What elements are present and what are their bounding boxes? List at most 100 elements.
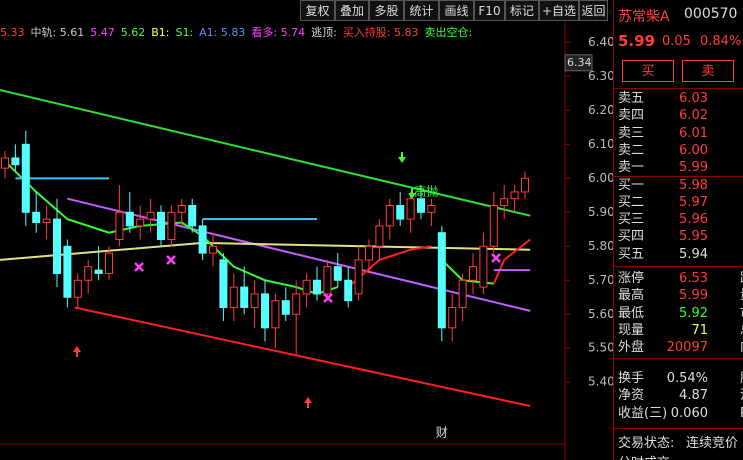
candle-body xyxy=(53,218,61,274)
y-tick-label: 5.50 xyxy=(588,341,613,355)
stats-row: 收益(三)0.060 P xyxy=(618,405,743,422)
overlay-line xyxy=(74,306,531,407)
row-label: 买二 xyxy=(618,194,645,210)
toolbar-button[interactable]: F10 xyxy=(474,0,505,21)
tab[interactable]: 分时成交 xyxy=(618,452,670,460)
price-marker-label: 6.34 xyxy=(567,56,592,69)
indicator-value: 看多: 5.74 xyxy=(251,26,306,39)
row-value: 0.060 xyxy=(670,405,708,421)
candle-body xyxy=(229,286,238,308)
row-value: 5.99 xyxy=(679,160,708,176)
toolbar-button[interactable]: 画线 xyxy=(439,0,474,21)
candle-body xyxy=(219,259,228,308)
candle-body xyxy=(42,218,51,224)
toolbar-button[interactable]: 统计 xyxy=(404,0,439,21)
stock-name: 苏常柴A xyxy=(618,9,670,25)
buy-button[interactable]: 买 xyxy=(622,60,674,82)
row-label: 收益(三) xyxy=(618,405,668,421)
divider xyxy=(614,428,743,429)
indicator-value: 卖出空仓: xyxy=(424,26,473,39)
candle-body xyxy=(385,205,394,227)
candle-body xyxy=(167,211,176,240)
row-label: 卖二 xyxy=(618,142,645,158)
toolbar-button[interactable]: 返回 xyxy=(579,0,608,21)
candle-body xyxy=(240,286,249,308)
row-unit: 总 xyxy=(740,322,743,339)
overlay-line xyxy=(347,238,531,288)
toolbar-button[interactable]: 多股 xyxy=(369,0,404,21)
row-label: 外盘 xyxy=(618,340,645,356)
stats-row: 涨停 6.53 跌 xyxy=(618,270,743,287)
row-value: 20097 xyxy=(666,340,708,356)
order-book-row: 卖四 6.02 xyxy=(618,107,743,124)
candle-body xyxy=(406,198,415,220)
row-value: 4.87 xyxy=(679,388,708,404)
sell-button[interactable]: 卖 xyxy=(682,60,734,82)
overlay-line xyxy=(0,88,531,217)
candle-body xyxy=(427,205,436,213)
signal-cross xyxy=(134,262,144,272)
signal-cross xyxy=(491,253,501,263)
buy-arrow xyxy=(73,346,81,357)
candle-body xyxy=(94,269,103,274)
candle-body xyxy=(344,279,353,302)
indicator-value: S1: xyxy=(175,26,194,39)
row-value: 5.94 xyxy=(679,246,708,262)
candle-body xyxy=(63,245,72,298)
row-value: 5.99 xyxy=(679,288,708,304)
overlay-line xyxy=(0,241,531,261)
candle-body xyxy=(32,211,41,224)
order-book-row: 买五 5.94 xyxy=(618,246,743,263)
order-book-row: 买一 5.98 xyxy=(618,177,743,194)
candle-body xyxy=(250,293,259,308)
row-label: 卖四 xyxy=(618,108,645,124)
row-value: 0.54% xyxy=(666,371,708,386)
stats-row: 最低 5.92 市 xyxy=(618,305,743,322)
stats-row: 外盘 20097 内 xyxy=(618,339,743,356)
divider xyxy=(614,175,743,177)
candle-body xyxy=(188,205,197,227)
row-value: 6.03 xyxy=(679,91,708,106)
candle-body xyxy=(157,211,165,240)
row-label: 卖三 xyxy=(618,125,645,141)
y-tick-label: 6.40 xyxy=(588,35,613,49)
indicator-value: B1: xyxy=(151,26,170,39)
candle-body xyxy=(354,259,363,295)
divider xyxy=(614,88,743,89)
toolbar-button[interactable]: 叠加 xyxy=(335,0,369,21)
candle-body xyxy=(209,245,217,254)
price-marker-box xyxy=(564,54,593,72)
order-book-row: 卖一 5.99 xyxy=(618,159,743,176)
annotation: 财 xyxy=(436,426,448,440)
candle-body xyxy=(21,143,30,213)
row-value: 6.02 xyxy=(679,108,708,124)
row-value: 5.92 xyxy=(679,305,708,321)
candle-body xyxy=(365,245,373,261)
row-label: 买一 xyxy=(618,177,645,193)
signal-cross xyxy=(166,255,176,265)
row-label: 买四 xyxy=(618,229,645,245)
candle-body xyxy=(500,198,509,207)
candle-body xyxy=(136,218,145,227)
toolbar-button[interactable]: 复权 xyxy=(300,0,335,21)
y-tick-label: 6.20 xyxy=(588,103,613,117)
indicator-value: 5.47 xyxy=(90,26,115,39)
toolbar-button[interactable]: 标记 xyxy=(505,0,539,21)
toolbar-button[interactable]: +自选 xyxy=(539,0,579,21)
divider xyxy=(614,266,743,267)
candle-body xyxy=(510,191,519,200)
price-change-pct: 0.84% xyxy=(700,34,742,49)
candle-body xyxy=(448,306,457,329)
order-book-row: 买三 5.96 xyxy=(618,211,743,228)
sell-arrow xyxy=(398,152,406,163)
row-label: 涨停 xyxy=(618,271,645,286)
y-tick-label: 6.00 xyxy=(588,171,613,185)
row-label: 卖一 xyxy=(618,160,645,176)
candle-body xyxy=(458,279,467,308)
row-label: 卖五 xyxy=(618,91,645,106)
stock-code: 000570 xyxy=(684,6,738,22)
y-tick-label: 5.70 xyxy=(588,273,613,287)
candle-body xyxy=(73,279,82,298)
order-book-row: 买二 5.97 xyxy=(618,194,743,211)
row-label: 净资 xyxy=(618,388,645,404)
